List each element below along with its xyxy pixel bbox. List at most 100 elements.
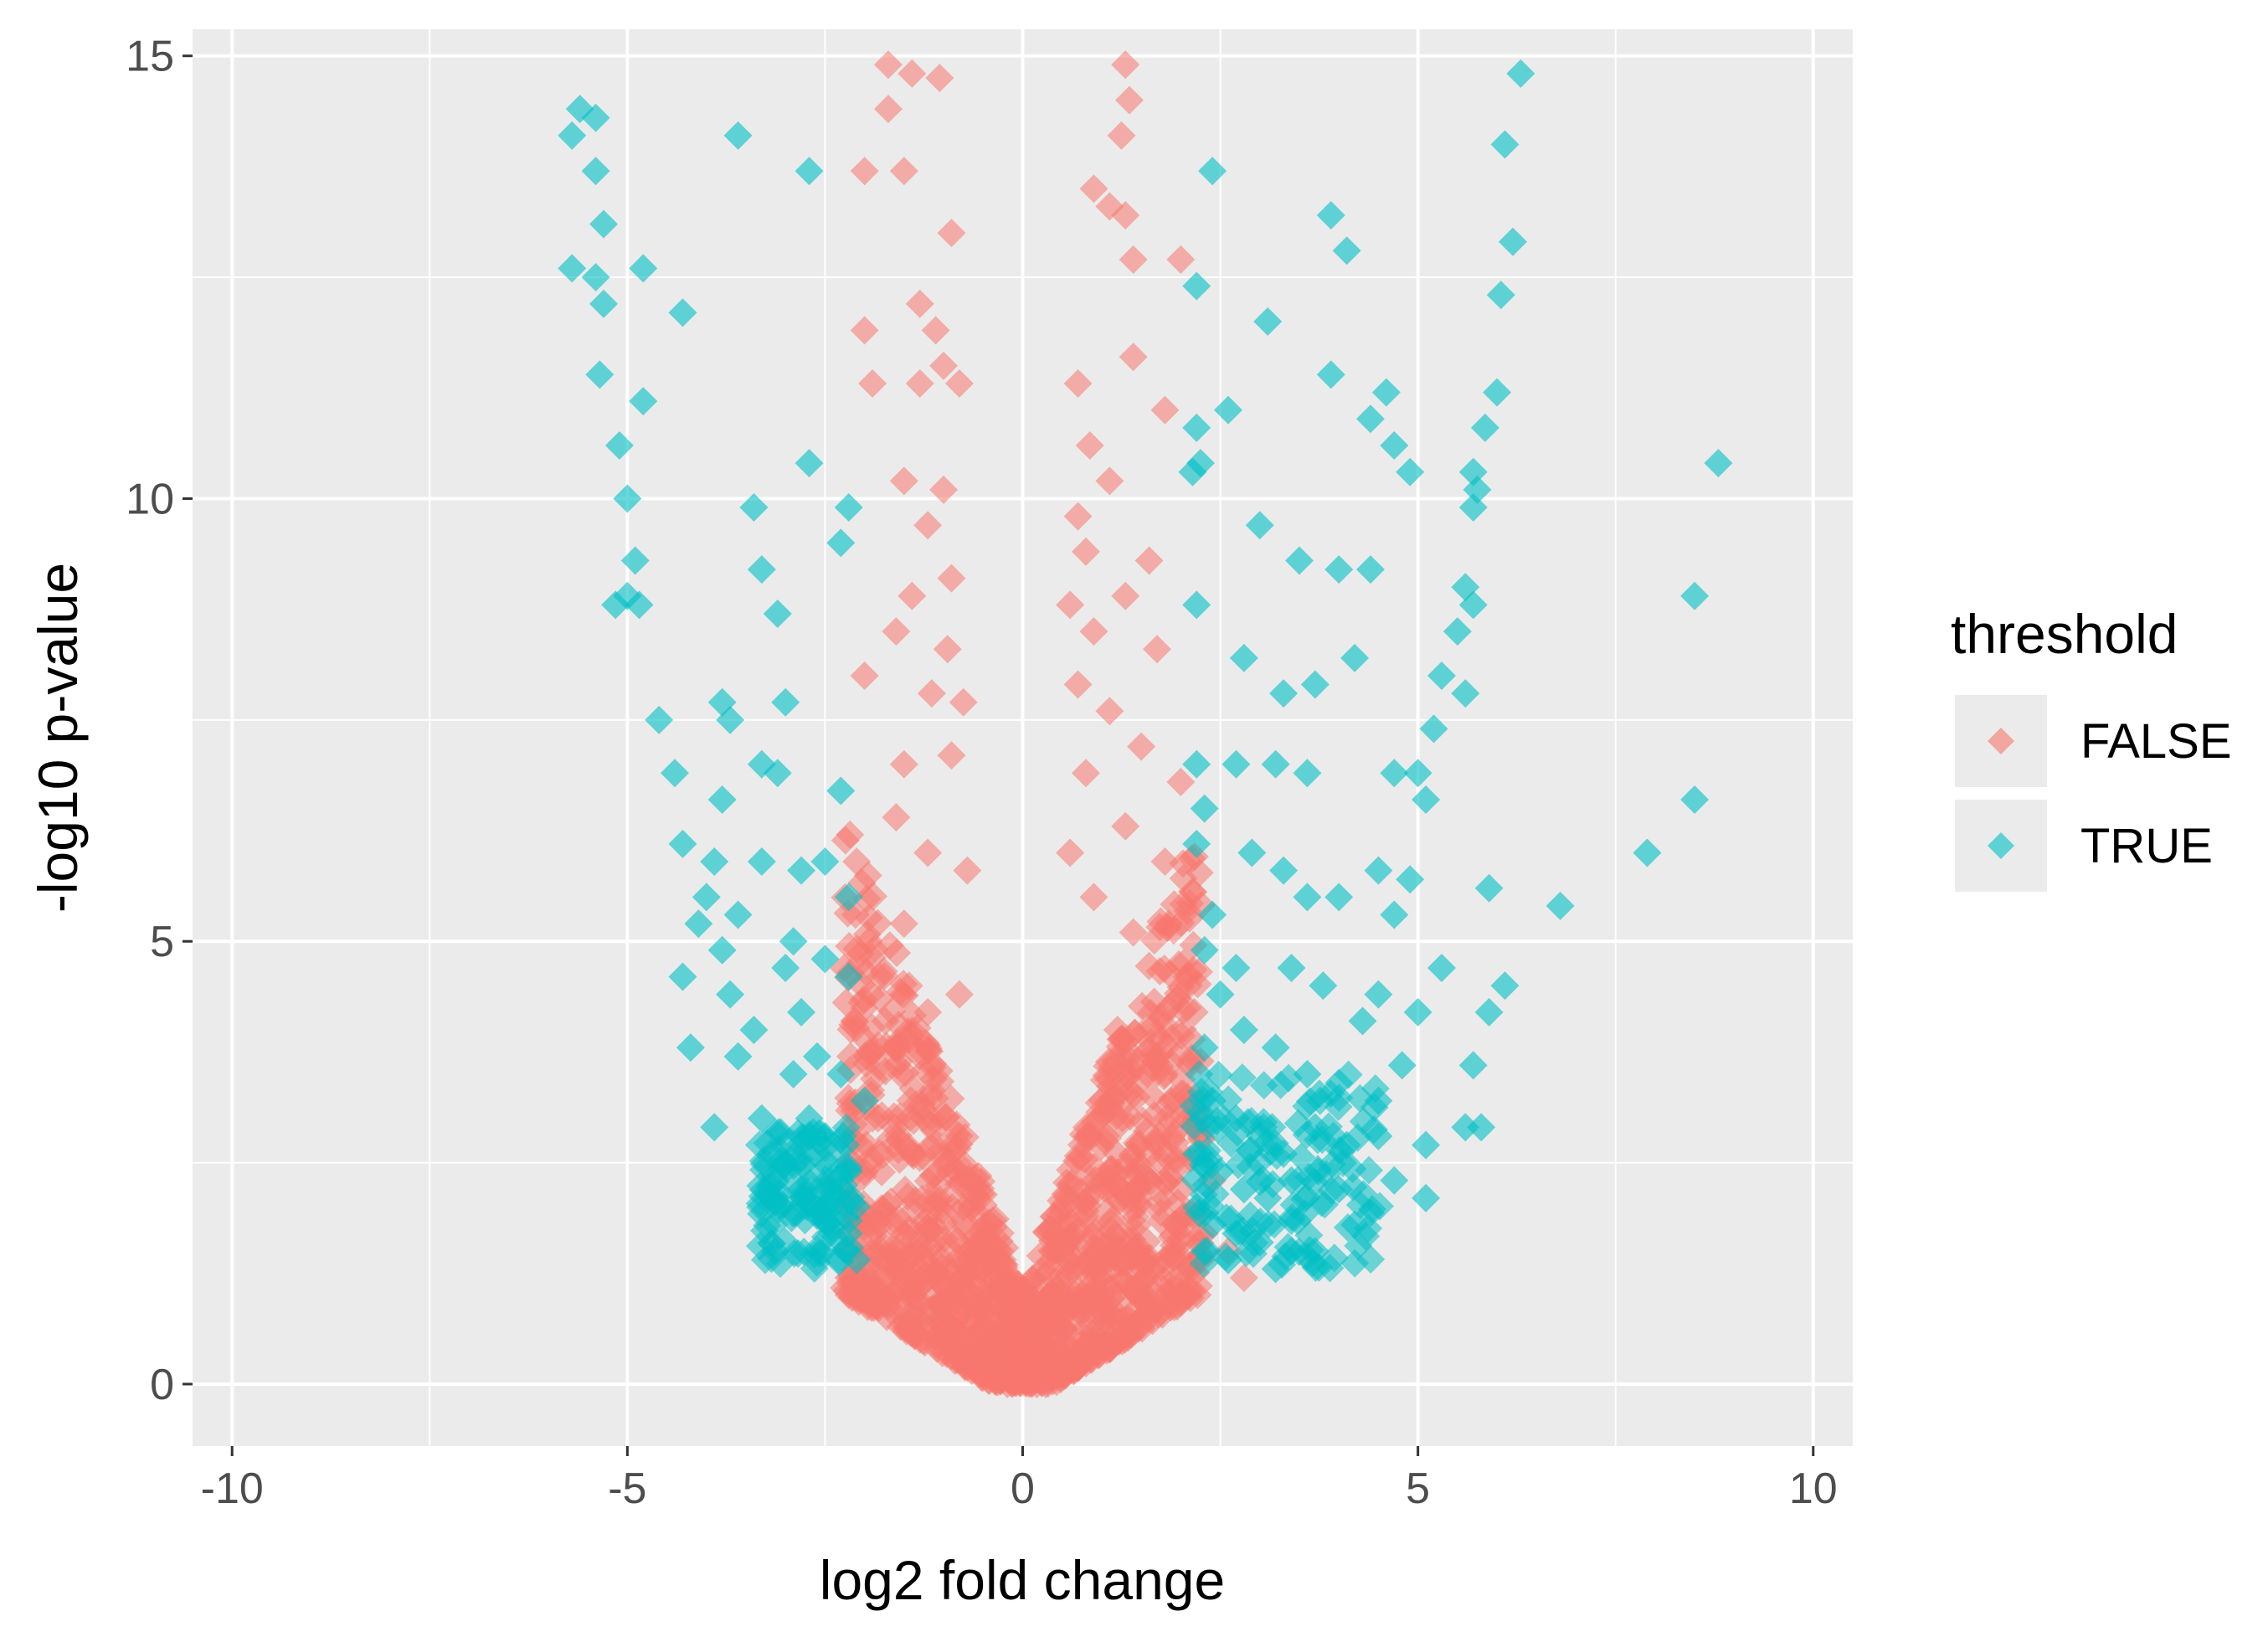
data-point-true — [1221, 953, 1251, 982]
y-tick-label: 5 — [150, 918, 174, 966]
data-point-false — [1103, 1015, 1132, 1044]
data-point-false — [1107, 121, 1136, 150]
data-point-true — [1355, 1156, 1384, 1185]
data-point-false — [858, 369, 887, 398]
data-point-false — [1118, 1194, 1147, 1223]
data-point-false — [1056, 1247, 1085, 1276]
data-point-false — [937, 219, 966, 248]
data-point-false — [1075, 431, 1104, 461]
data-point-true — [1201, 1179, 1230, 1208]
data-point-true — [1277, 953, 1306, 982]
data-point-true — [601, 590, 630, 620]
data-point-true — [700, 847, 729, 877]
data-point-true — [802, 1042, 831, 1071]
data-point-false — [969, 1317, 998, 1346]
data-point-false — [953, 856, 982, 885]
data-point-true — [1309, 971, 1338, 1001]
data-point-false — [897, 1140, 927, 1169]
data-point-true — [1261, 1033, 1290, 1063]
data-point-false — [1056, 590, 1085, 620]
data-point-true — [1371, 378, 1401, 407]
data-point-false — [1095, 697, 1124, 726]
data-point-false — [868, 1140, 897, 1169]
data-point-true — [1287, 1142, 1316, 1171]
data-point-true — [1202, 1106, 1232, 1135]
data-point-true — [1396, 865, 1425, 894]
data-point-true — [1304, 1155, 1333, 1184]
data-point-false — [921, 316, 950, 345]
data-point-true — [1396, 457, 1425, 486]
data-point-true — [1340, 643, 1370, 672]
data-point-true — [1419, 714, 1448, 744]
data-point-true — [1221, 749, 1251, 779]
data-point-true — [1380, 1166, 1409, 1195]
data-point-false — [925, 1185, 954, 1214]
data-point-false — [1118, 1163, 1147, 1192]
data-point-true — [1273, 1233, 1303, 1262]
data-point-false — [1079, 883, 1108, 912]
data-point-true — [558, 121, 587, 150]
data-point-true — [1182, 590, 1211, 620]
data-point-true — [1214, 395, 1243, 425]
data-point-true — [779, 1199, 808, 1228]
data-point-true — [1427, 953, 1456, 982]
data-point-false — [897, 581, 927, 610]
data-point-true — [1229, 1015, 1258, 1044]
data-point-false — [889, 749, 918, 779]
data-point-true — [668, 829, 697, 858]
data-point-true — [1387, 1051, 1417, 1080]
legend-label-true: TRUE — [2080, 819, 2213, 873]
data-point-true — [1704, 449, 1733, 478]
data-point-false — [1160, 1145, 1189, 1174]
data-point-true — [1467, 1113, 1496, 1142]
data-point-true — [1490, 130, 1520, 159]
data-point-true — [1182, 271, 1211, 301]
data-point-true — [1680, 581, 1710, 610]
data-point-true — [1474, 873, 1504, 903]
data-point-false — [851, 1042, 880, 1071]
data-point-true — [756, 1228, 785, 1258]
data-point-true — [1360, 1074, 1390, 1104]
data-point-true — [787, 856, 816, 885]
data-point-false — [896, 1256, 925, 1285]
data-point-true — [834, 883, 863, 912]
data-point-false — [913, 1212, 943, 1242]
data-point-true — [747, 1199, 776, 1228]
data-point-true — [1190, 935, 1219, 965]
data-point-true — [1324, 1083, 1354, 1112]
data-point-true — [788, 1150, 817, 1180]
data-point-false — [1111, 811, 1140, 841]
data-point-false — [1143, 635, 1172, 664]
data-point-true — [789, 1238, 819, 1267]
data-point-false — [997, 1365, 1026, 1394]
data-point-false — [889, 909, 918, 939]
data-point-true — [1237, 838, 1267, 867]
data-point-false — [868, 1195, 897, 1224]
data-point-true — [830, 1235, 859, 1264]
data-point-true — [645, 705, 674, 734]
data-point-true — [1443, 617, 1472, 646]
data-point-true — [1332, 236, 1361, 265]
data-point-true — [826, 776, 856, 806]
data-point-false — [1056, 838, 1085, 867]
data-point-false — [836, 820, 865, 849]
data-point-true — [1348, 1006, 1377, 1036]
data-point-true — [1245, 1167, 1274, 1197]
data-point-true — [1249, 1071, 1278, 1100]
x-tick-label: -5 — [608, 1464, 646, 1513]
data-point-false — [1145, 1121, 1175, 1150]
data-point-true — [1324, 883, 1354, 912]
data-point-false — [882, 1033, 911, 1063]
data-point-true — [834, 493, 863, 522]
data-point-false — [983, 1281, 1012, 1310]
data-point-true — [1355, 555, 1385, 584]
data-point-true — [700, 1113, 729, 1142]
data-point-false — [937, 564, 966, 593]
data-point-true — [1324, 555, 1354, 584]
data-point-false — [947, 1323, 976, 1352]
data-point-false — [882, 938, 912, 967]
data-point-false — [1134, 1140, 1164, 1170]
data-point-false — [913, 997, 943, 1027]
data-point-true — [739, 1015, 769, 1044]
data-point-true — [1189, 1249, 1218, 1279]
